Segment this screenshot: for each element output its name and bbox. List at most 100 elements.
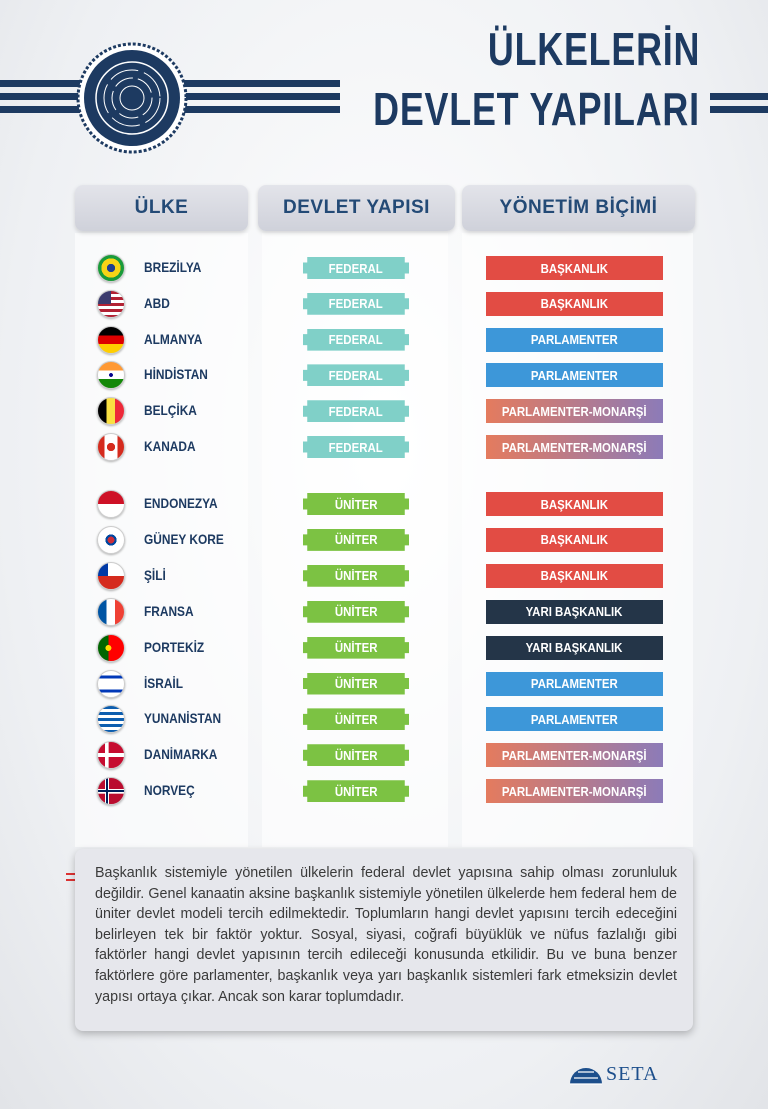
- government-label: PARLAMENTER: [531, 367, 618, 383]
- government-label: YARI BAŞKANLIK: [526, 640, 623, 656]
- country-name: BELÇİKA: [144, 402, 197, 419]
- flag: [97, 705, 125, 734]
- flag: [97, 361, 125, 390]
- government-badge: PARLAMENTER: [486, 327, 663, 352]
- government-label: BAŞKANLIK: [540, 296, 609, 312]
- government-label: PARLAMENTER: [531, 332, 618, 348]
- flag: [97, 561, 125, 590]
- structure-label: FEDERAL: [328, 296, 384, 312]
- government-badge: BAŞKANLIK: [486, 291, 663, 316]
- structure-badge: ÜNİTER: [303, 600, 409, 623]
- government-badge: BAŞKANLIK: [486, 256, 663, 280]
- structure-badge: ÜNİTER: [303, 780, 409, 803]
- note-text: Başkanlık sistemiyle yönetilen ülkelerin…: [95, 865, 677, 1005]
- structure-label: ÜNİTER: [334, 676, 378, 691]
- structure-badge: ÜNİTER: [303, 672, 409, 695]
- title-line: DEVLET YAPILARI: [373, 83, 700, 135]
- structure-badge: FEDERAL: [303, 400, 409, 423]
- government-badge: PARLAMENTER-MONARŞİ: [486, 399, 663, 424]
- country-name: PORTEKİZ: [144, 638, 205, 655]
- country-name: ALMANYA: [144, 330, 203, 347]
- country-name: NORVEÇ: [144, 782, 195, 799]
- government-badge: BAŞKANLIK: [486, 492, 663, 516]
- structure-label: FEDERAL: [328, 367, 384, 383]
- structure-label: ÜNİTER: [334, 604, 378, 620]
- stripe: [710, 93, 768, 100]
- government-badge: PARLAMENTER-MONARŞİ: [486, 435, 663, 459]
- government-label: PARLAMENTER: [531, 711, 618, 727]
- flag: [97, 325, 125, 354]
- emblem: [76, 42, 188, 154]
- government-label: BAŞKANLIK: [540, 532, 609, 548]
- structure-label: ÜNİTER: [334, 783, 378, 799]
- government-label: PARLAMENTER-MONARŞİ: [502, 403, 647, 419]
- structure-label: ÜNİTER: [334, 496, 378, 512]
- structure-label: ÜNİTER: [334, 711, 378, 727]
- structure-badge: FEDERAL: [303, 328, 409, 351]
- flag: [97, 397, 125, 426]
- column-header: ÜLKE: [75, 185, 248, 231]
- structure-label: FEDERAL: [328, 403, 384, 419]
- flag: [97, 777, 125, 806]
- flag: [97, 254, 125, 282]
- country-name: ENDONEZYA: [144, 495, 218, 511]
- country-name: DANİMARKA: [144, 746, 218, 763]
- country-name: YUNANİSTAN: [144, 710, 222, 727]
- logo-text: SETA: [606, 1063, 659, 1085]
- structure-label: FEDERAL: [328, 260, 384, 276]
- flag: [97, 597, 125, 626]
- government-badge: BAŞKANLIK: [486, 527, 663, 552]
- structure-badge: ÜNİTER: [303, 744, 409, 767]
- structure-badge: ÜNİTER: [303, 528, 409, 551]
- structure-label: FEDERAL: [328, 332, 384, 348]
- structure-badge: FEDERAL: [303, 257, 409, 279]
- government-badge: PARLAMENTER-MONARŞİ: [486, 779, 663, 804]
- flag: [97, 433, 125, 461]
- flag: [97, 525, 125, 554]
- government-badge: YARI BAŞKANLIK: [486, 599, 663, 624]
- country-name: ŞİLİ: [144, 566, 166, 583]
- country-name: FRANSA: [144, 602, 194, 619]
- flag: [97, 633, 125, 662]
- government-badge: PARLAMENTER-MONARŞİ: [486, 743, 663, 768]
- title-line: ÜLKELERİN: [487, 23, 700, 75]
- structure-badge: ÜNİTER: [303, 493, 409, 515]
- country-name: KANADA: [144, 438, 196, 454]
- government-label: BAŞKANLIK: [540, 568, 609, 584]
- flag: [97, 289, 125, 318]
- country-name: ABD: [144, 294, 170, 311]
- structure-badge: FEDERAL: [303, 292, 409, 315]
- structure-label: ÜNİTER: [334, 640, 378, 656]
- column-header: YÖNETİM BİÇİMİ: [462, 185, 695, 231]
- structure-label: ÜNİTER: [334, 747, 378, 763]
- structure-label: ÜNİTER: [334, 532, 378, 548]
- country-name: İSRAİL: [144, 674, 184, 691]
- government-label: PARLAMENTER-MONARŞİ: [502, 439, 647, 455]
- government-label: PARLAMENTER-MONARŞİ: [502, 783, 647, 799]
- country-name: BREZİLYA: [144, 259, 202, 275]
- government-badge: BAŞKANLIK: [486, 563, 663, 588]
- logo-mark: [570, 1068, 602, 1085]
- structure-label: ÜNİTER: [334, 568, 378, 584]
- government-badge: YARI BAŞKANLIK: [486, 635, 663, 660]
- structure-badge: ÜNİTER: [303, 636, 409, 659]
- government-label: YARI BAŞKANLIK: [526, 604, 623, 620]
- government-label: PARLAMENTER-MONARŞİ: [502, 747, 647, 763]
- government-label: BAŞKANLIK: [540, 496, 609, 512]
- note-box: Başkanlık sistemiyle yönetilen ülkelerin…: [75, 849, 693, 1031]
- structure-badge: FEDERAL: [303, 436, 409, 458]
- structure-label: FEDERAL: [328, 439, 384, 455]
- stripe: [710, 106, 768, 113]
- structure-badge: ÜNİTER: [303, 564, 409, 587]
- government-label: BAŞKANLIK: [540, 260, 609, 276]
- government-badge: PARLAMENTER: [486, 707, 663, 732]
- government-label: PARLAMENTER: [531, 676, 618, 691]
- country-name: GÜNEY KORE: [144, 530, 224, 547]
- column-header: DEVLET YAPISI: [258, 185, 455, 231]
- structure-badge: ÜNİTER: [303, 708, 409, 731]
- structure-badge: FEDERAL: [303, 364, 409, 387]
- government-badge: PARLAMENTER: [486, 671, 663, 696]
- flag: [97, 741, 125, 770]
